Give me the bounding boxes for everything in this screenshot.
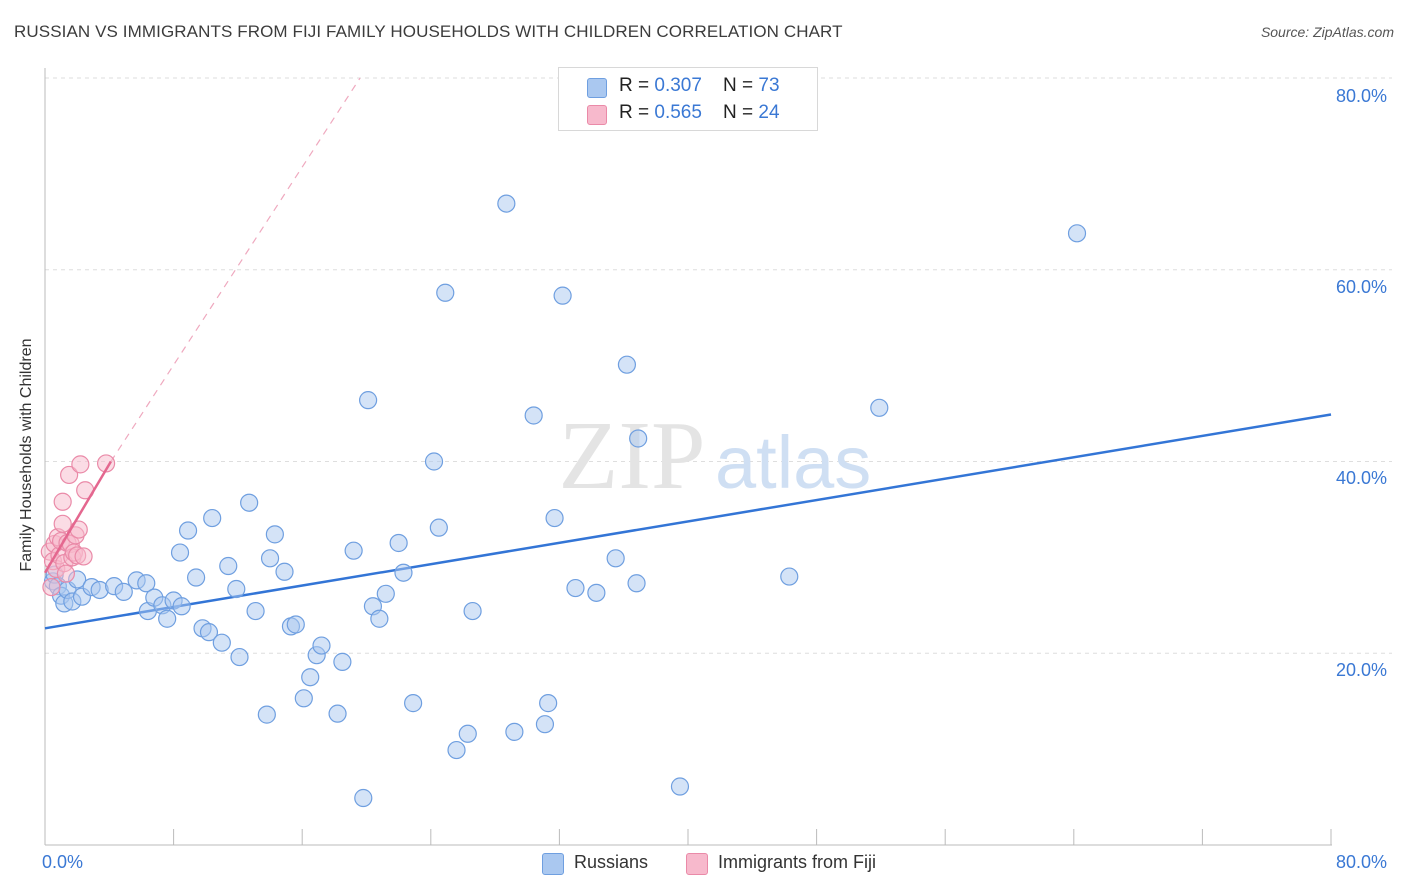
y-tick-20: 20.0% xyxy=(1336,660,1388,680)
russians-point xyxy=(1067,224,1087,243)
russians-point xyxy=(328,704,347,723)
source-credit: Source: ZipAtlas.com xyxy=(1260,24,1394,40)
russians-legend-swatch xyxy=(542,853,564,875)
stats-legend: R = 0.307 N = 73 R = 0.565 N = 24 xyxy=(558,67,818,131)
r-label: R = xyxy=(619,75,655,96)
russians-point xyxy=(617,355,637,374)
russians-point xyxy=(354,788,373,808)
fiji-legend-label: Immigrants from Fiji xyxy=(718,852,877,872)
russians-point xyxy=(447,740,466,760)
fiji-points xyxy=(40,454,116,597)
fiji-point xyxy=(60,465,79,485)
russians-point xyxy=(627,574,646,593)
russians-point xyxy=(227,579,246,599)
fiji-point xyxy=(56,564,75,583)
gridlines xyxy=(45,77,1392,654)
n-label: N = xyxy=(723,102,759,123)
watermark-zip: ZIP xyxy=(559,402,706,510)
russians-point xyxy=(312,636,331,655)
russians-point xyxy=(257,705,276,724)
russians-point xyxy=(246,601,265,621)
russians-point xyxy=(458,724,477,743)
russians-point xyxy=(172,597,191,616)
x-tick-min: 0.0% xyxy=(42,852,84,872)
chart-title: RUSSIAN VS IMMIGRANTS FROM FIJI FAMILY H… xyxy=(14,22,843,41)
russians-point xyxy=(505,722,524,741)
fiji-swatch xyxy=(587,105,607,125)
russians-point xyxy=(230,647,249,667)
russians-point xyxy=(158,609,177,628)
russians-point xyxy=(539,694,558,713)
russians-point xyxy=(187,568,206,587)
russians-point xyxy=(394,563,413,582)
russians-point xyxy=(286,615,305,634)
watermark-atlas: atlas xyxy=(715,421,871,504)
russians-point xyxy=(275,562,294,581)
russians-point xyxy=(359,391,378,410)
n-label: N = xyxy=(723,75,759,96)
r-label: R = xyxy=(619,102,655,123)
axes xyxy=(44,68,1332,846)
russians-point xyxy=(219,556,238,576)
y-tick-80: 80.0% xyxy=(1336,86,1388,106)
russians-point xyxy=(114,582,133,601)
russians-point xyxy=(670,777,690,796)
fiji-point xyxy=(74,547,93,566)
russians-legend-label: Russians xyxy=(574,852,649,872)
russians-point xyxy=(404,694,423,713)
russians-point xyxy=(170,543,190,562)
fiji-point xyxy=(71,455,90,474)
russians-trend-line xyxy=(44,413,1332,630)
russians-point xyxy=(436,283,455,302)
russians-point xyxy=(212,633,231,652)
fiji-trend-line xyxy=(43,460,112,574)
russians-point xyxy=(301,668,320,687)
russians-point xyxy=(178,521,198,540)
trend-lines xyxy=(44,77,1332,630)
russians-point xyxy=(294,689,313,708)
russians-point xyxy=(333,652,352,671)
n-value: 73 xyxy=(758,75,780,96)
x-tick-max: 80.0% xyxy=(1336,852,1388,872)
russians-point xyxy=(587,583,606,602)
fiji-point xyxy=(42,577,61,597)
russians-point xyxy=(524,406,543,425)
russians-point xyxy=(463,601,482,621)
fiji-point xyxy=(53,492,72,511)
russians-point xyxy=(376,584,395,603)
russians-point xyxy=(870,398,889,417)
y-tick-40: 40.0% xyxy=(1336,468,1388,488)
y-axis-label: Family Households with Children xyxy=(18,338,35,572)
russians-point xyxy=(389,533,408,553)
russians-point xyxy=(265,525,284,544)
y-tick-60: 60.0% xyxy=(1336,277,1388,297)
russians-point xyxy=(199,623,219,642)
r-value: 0.307 xyxy=(654,75,702,96)
russians-point xyxy=(606,549,625,568)
russians-point xyxy=(545,508,564,528)
russians-point xyxy=(260,549,280,568)
russians-point xyxy=(629,429,648,448)
russians-point xyxy=(240,493,259,512)
fiji-point xyxy=(53,514,72,533)
fiji-trend-extension xyxy=(110,77,361,462)
russians-point xyxy=(370,609,389,628)
russians-points xyxy=(43,194,1087,808)
russians-point xyxy=(424,452,444,471)
russians-swatch xyxy=(587,78,607,98)
russians-point xyxy=(535,715,555,734)
russians-point xyxy=(553,286,572,305)
russians-point xyxy=(344,541,363,560)
watermark: ZIP atlas xyxy=(559,402,872,510)
russians-point xyxy=(429,518,448,537)
russians-point xyxy=(780,567,799,586)
russians-point xyxy=(137,574,156,593)
russians-point xyxy=(566,578,585,598)
n-value: 24 xyxy=(758,102,780,123)
russians-point xyxy=(497,194,516,213)
russians-point xyxy=(203,508,222,528)
fiji-legend-swatch xyxy=(686,853,708,875)
r-value: 0.565 xyxy=(654,102,702,123)
